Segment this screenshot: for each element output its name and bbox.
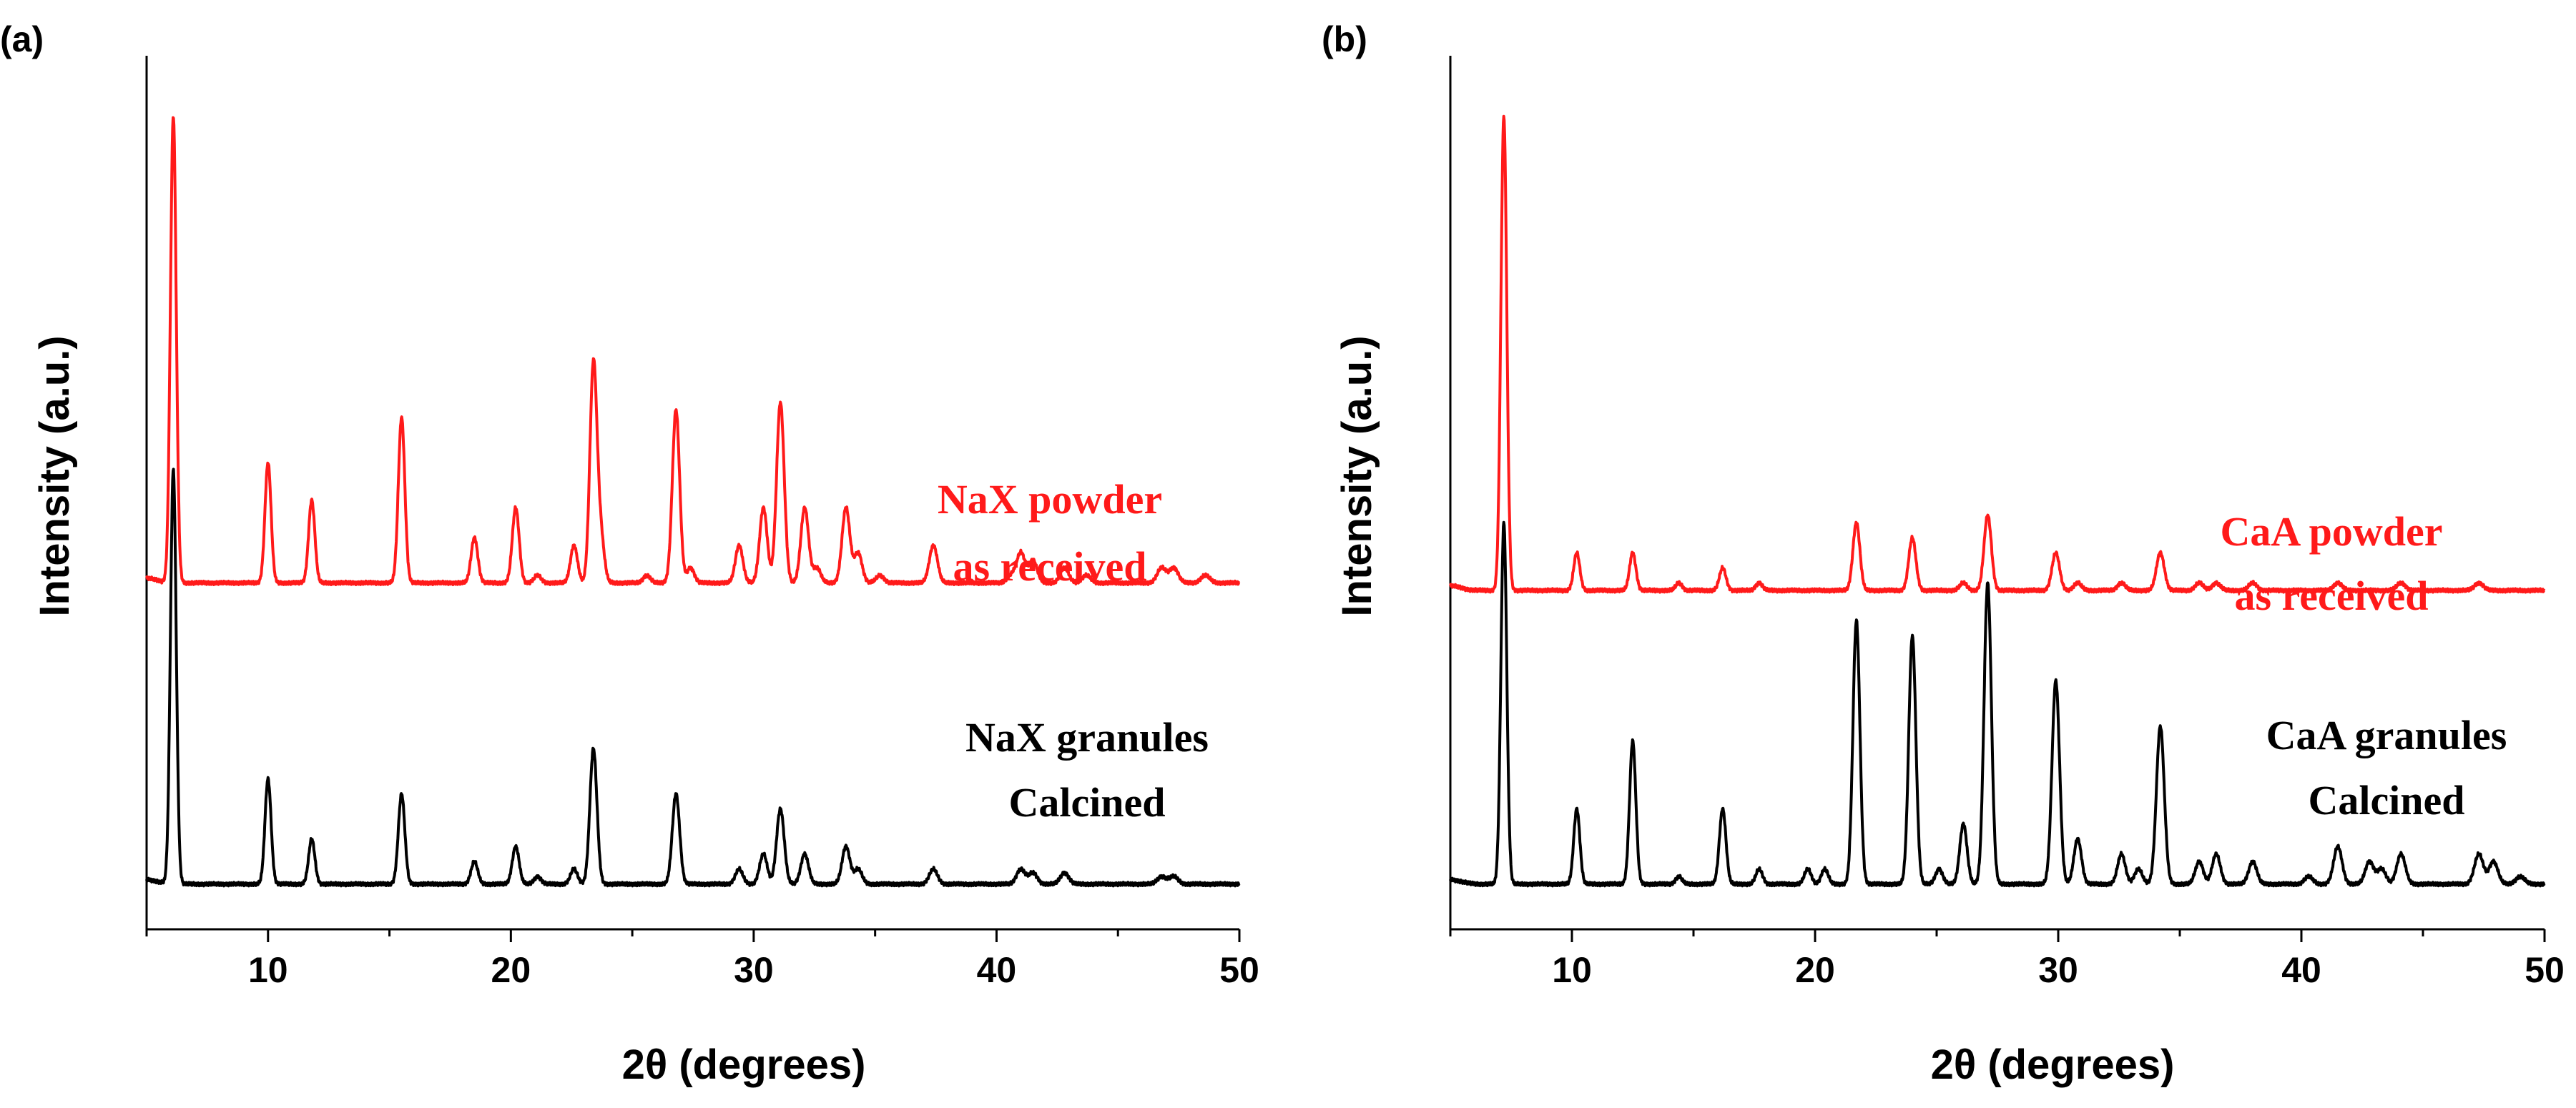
panel-a-naX: (a) Intensity (a.u.) 2θ (degrees) 10 20 30… — [0, 19, 1259, 1088]
panel-a-powder-annotation: NaX powder as received — [938, 476, 1162, 590]
x-tick-label: 30 — [2038, 950, 2078, 990]
panel-b-granules-annotation: CaA granules Calcined — [2266, 712, 2507, 823]
caA-powder-label-line2: as received — [2234, 573, 2428, 619]
x-tick-label: 50 — [2525, 950, 2565, 990]
panel-a-series — [145, 116, 1241, 888]
panel-a-granules-annotation: NaX granules Calcined — [965, 714, 1209, 826]
x-tick-label: 20 — [491, 950, 531, 990]
x-tick-label: 20 — [1795, 950, 1835, 990]
x-tick-label: 10 — [248, 950, 288, 990]
panel-a-y-axis-label: Intensity (a.u.) — [31, 335, 78, 616]
caA-granules-label-line2: Calcined — [2308, 777, 2464, 823]
panel-b-y-axis-label: Intensity (a.u.) — [1334, 335, 1380, 616]
powder-diffraction-line — [1449, 114, 2546, 594]
naX-powder-label-line2: as received — [953, 543, 1146, 590]
naX-powder-label-line1: NaX powder — [938, 476, 1162, 523]
x-tick-label: 40 — [2281, 950, 2321, 990]
panel-a-label: (a) — [0, 19, 44, 59]
panel-b-x-axis-label: 2θ (degrees) — [1931, 1042, 2175, 1088]
naX-granules-label-line1: NaX granules — [965, 714, 1209, 761]
panel-b-label: (b) — [1322, 19, 1367, 59]
granules-diffraction-line — [1449, 520, 2546, 888]
panel-b-series — [1449, 114, 2546, 888]
x-tick-label: 40 — [977, 950, 1017, 990]
panel-a-x-axis-label: 2θ (degrees) — [622, 1042, 866, 1088]
naX-granules-label-line2: Calcined — [1008, 779, 1165, 826]
panel-a-x-ticks: 10 20 30 40 50 — [145, 929, 1259, 990]
powder-diffraction-line — [145, 116, 1241, 586]
x-tick-label: 50 — [1219, 950, 1259, 990]
granules-diffraction-line — [145, 468, 1241, 888]
x-tick-label: 10 — [1552, 950, 1592, 990]
panel-b-caA: (b) Intensity (a.u.) 2θ (degrees) 10 20 30… — [1322, 19, 2565, 1088]
caA-granules-label-line1: CaA granules — [2266, 712, 2507, 758]
x-tick-label: 30 — [734, 950, 774, 990]
panel-b-x-ticks: 10 20 30 40 50 — [1449, 929, 2565, 990]
caA-powder-label-line1: CaA powder — [2221, 508, 2443, 555]
panel-b-powder-annotation: CaA powder as received — [2221, 508, 2443, 619]
